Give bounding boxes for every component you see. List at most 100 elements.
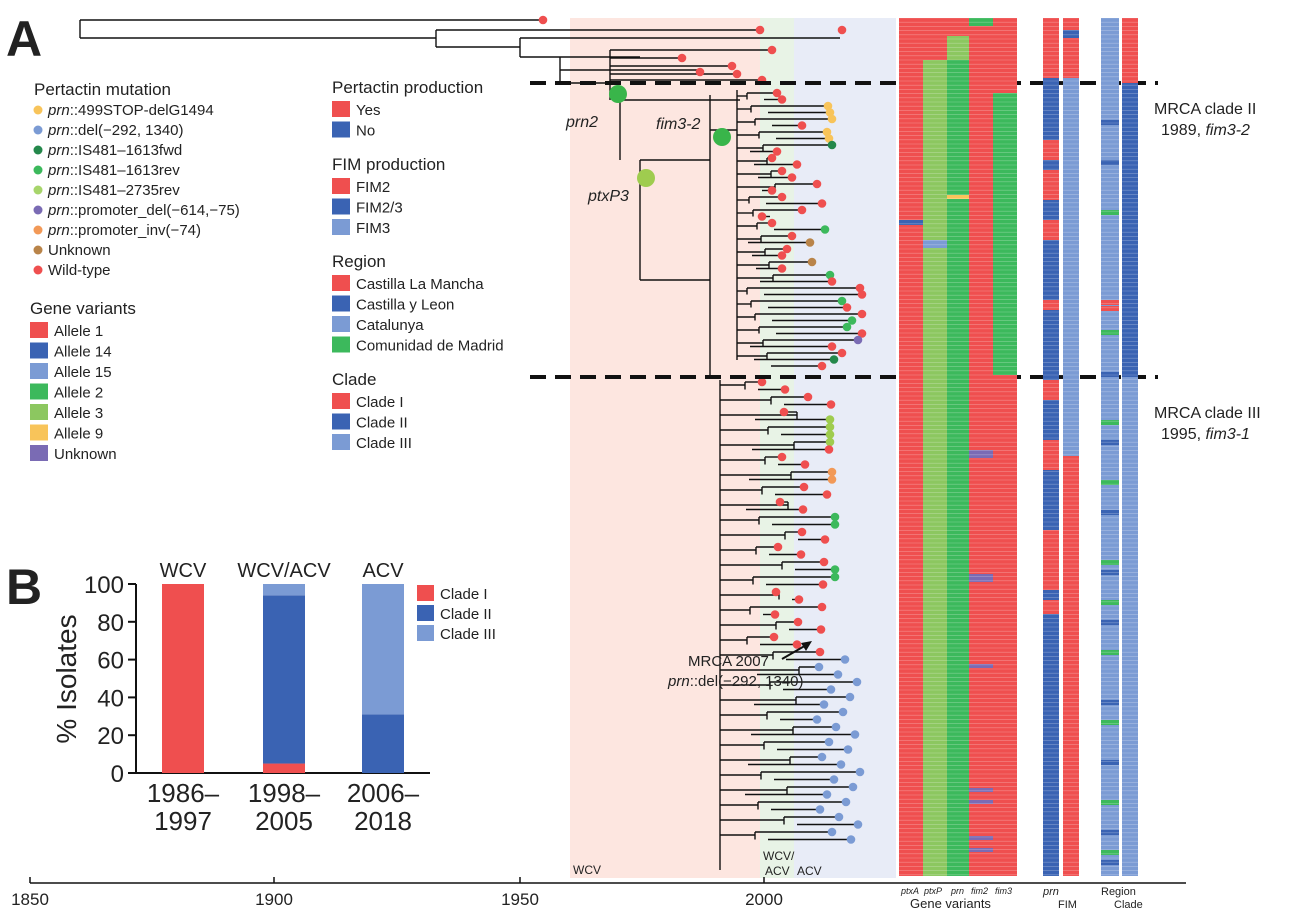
heat-cell	[1101, 830, 1119, 835]
tip-marker	[822, 127, 832, 137]
legend-item-suffix: ::IS481–2735rev	[70, 182, 181, 199]
legend-swatch	[417, 605, 434, 621]
tip-marker	[833, 670, 843, 679]
tip-marker	[815, 647, 825, 657]
tip-marker	[797, 527, 807, 537]
tip-marker	[787, 231, 797, 241]
legend-item-label: Clade III	[356, 435, 412, 452]
legend-item-label: Yes	[356, 102, 380, 119]
legend-item-suffix: ::IS481–1613rev	[70, 162, 181, 179]
tip-marker	[732, 69, 742, 79]
tip-marker	[825, 422, 835, 432]
legend-item-suffix: ::499STOP-delG1494	[70, 102, 214, 119]
tip-marker	[827, 467, 837, 477]
legend-swatch	[332, 275, 350, 291]
heat-cell	[969, 664, 993, 668]
heat-cell	[1101, 760, 1119, 765]
legend-swatch	[332, 413, 350, 430]
legend-item-label: No	[356, 123, 375, 140]
heat-cell	[1101, 650, 1119, 655]
x-tick-label: 1950	[501, 890, 539, 909]
tip-marker	[798, 505, 808, 514]
legend-title: Gene variants	[30, 299, 136, 318]
legend-swatch	[30, 363, 48, 379]
tip-marker	[792, 640, 802, 649]
legend-item-label: FIM2/3	[356, 200, 403, 217]
tip-marker	[838, 707, 848, 717]
heat-cell	[969, 788, 993, 792]
tip-marker	[812, 179, 822, 189]
tip-marker	[796, 550, 806, 559]
legend-dot-marker	[33, 125, 43, 135]
legend-item-prefix: prn	[47, 202, 70, 219]
tip-marker	[830, 520, 840, 529]
legend-title: FIM production	[332, 155, 445, 174]
tip-marker	[817, 752, 827, 762]
clade-axis-label: Clade	[1114, 899, 1143, 909]
tip-marker	[824, 445, 834, 454]
tip-marker	[782, 244, 792, 254]
node-label-fim3-2: fim3-2	[656, 116, 701, 133]
heat-cell	[1043, 530, 1059, 590]
tip-marker	[848, 782, 858, 792]
mrca-clade2-label: MRCA clade II	[1154, 101, 1256, 118]
legend-swatch	[30, 404, 48, 420]
tip-marker	[843, 745, 853, 754]
legend-swatch	[30, 322, 48, 338]
tip-marker	[823, 101, 833, 111]
legend-item-label: Allele 1	[54, 323, 103, 340]
legend-item-label: prn::IS481–2735rev	[47, 182, 180, 199]
col-label-ptxa: ptxA	[900, 886, 919, 896]
tip-marker	[853, 820, 863, 829]
tip-marker	[827, 827, 837, 837]
legend-swatch	[332, 434, 350, 450]
col-label-prn: prn	[950, 886, 964, 896]
tip-marker	[812, 715, 822, 724]
tip-marker	[817, 199, 827, 208]
y-tick-label: 0	[111, 761, 124, 788]
node-label-prn2: prn2	[565, 114, 598, 131]
legend-title: Region	[332, 252, 386, 271]
mrca-clade3-year: 1995, fim3-1	[1161, 426, 1250, 443]
legend-dot-marker	[33, 245, 43, 255]
heat-cell	[969, 450, 993, 458]
panel-label-a: A	[6, 11, 42, 67]
tip-marker	[842, 303, 852, 312]
tip-marker	[825, 430, 835, 439]
gene-variants-axis-label: Gene variants	[910, 896, 991, 909]
tip-marker	[767, 45, 777, 55]
legend-swatch	[30, 424, 48, 441]
tip-marker	[845, 692, 855, 702]
bar-clade-iii	[263, 584, 305, 596]
heat-cell	[1101, 600, 1119, 605]
tip-marker	[777, 192, 787, 202]
heat-cell	[947, 18, 969, 36]
tip-marker	[855, 767, 865, 777]
gene-variant-heatmap	[899, 17, 1017, 876]
y-tick-label: 20	[97, 723, 124, 750]
legend-item-label: Allele 3	[54, 405, 103, 422]
tip-marker	[777, 95, 787, 104]
heat-cell	[1063, 18, 1079, 78]
tip-marker	[825, 415, 835, 424]
legend-swatch	[332, 393, 350, 409]
heat-cell	[1101, 120, 1119, 125]
tip-marker	[787, 173, 797, 182]
tip-marker	[837, 25, 847, 35]
legend-swatch	[417, 625, 434, 641]
tip-marker	[757, 377, 767, 387]
tip-marker	[827, 342, 837, 351]
legend-item-label: prn::IS481–1613fwd	[47, 142, 182, 159]
tip-marker	[852, 677, 862, 687]
tip-marker	[769, 632, 779, 642]
tip-marker	[815, 805, 825, 814]
period-label-wcv: WCV	[573, 863, 601, 877]
tip-marker	[831, 722, 841, 732]
tip-marker	[818, 580, 828, 589]
tip-marker	[846, 835, 856, 844]
tip-marker	[771, 587, 781, 597]
period-label-wcvacv-top: WCV/	[763, 849, 795, 863]
y-axis-label: % Isolates	[51, 614, 82, 743]
heat-cell	[1101, 860, 1119, 865]
tip-marker	[797, 205, 807, 215]
